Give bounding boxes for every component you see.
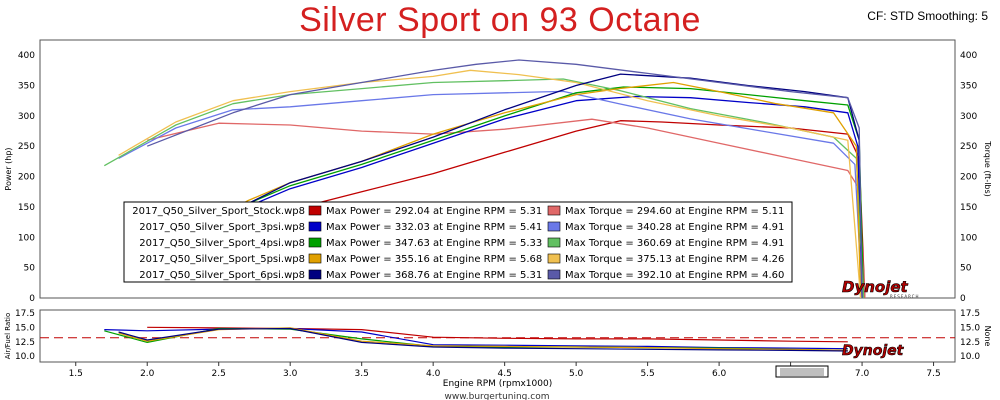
legend-file-name: 2017_Q50_Silver_Sport_6psi.wp8 (139, 270, 305, 281)
power-curve-3psi (189, 95, 863, 299)
x-tick-label: 3.5 (355, 369, 369, 379)
legend: 2017_Q50_Silver_Sport_Stock.wp8 Max Power… (123, 201, 793, 283)
legend-torque-swatch (547, 237, 561, 248)
afr-curve-5psi (118, 327, 848, 351)
x-tick-label: 4.5 (497, 369, 511, 379)
y2-tick-label: 50 (960, 264, 972, 274)
y-axis-label: Power (hp) (4, 147, 13, 190)
legend-torque-text: Max Torque = 294.60 at Engine RPM = 5.11 (565, 206, 784, 217)
power-curve-4psi (189, 86, 865, 299)
legend-power-swatch (308, 269, 322, 280)
legend-torque-swatch (547, 205, 561, 216)
footer-url: www.burgertuning.com (445, 392, 550, 400)
legend-power-text: Max Power = 368.76 at Engine RPM = 5.31 (326, 270, 542, 281)
legend-power-swatch (308, 221, 322, 232)
legend-file-name: 2017_Q50_Silver_Sport_Stock.wp8 (132, 206, 305, 217)
y2-tick-label: 0 (960, 294, 966, 304)
y-tick-label: 0 (29, 294, 35, 304)
torque-curve-6psi (146, 59, 863, 299)
legend-torque-text: Max Torque = 392.10 at Engine RPM = 4.60 (565, 270, 784, 281)
y2-tick-label: 150 (960, 203, 977, 213)
legend-torque-text: Max Torque = 340.28 at Engine RPM = 4.91 (565, 222, 784, 233)
afr-y-axis-label: Air/Fuel Ratio (4, 313, 12, 360)
legend-torque-swatch (547, 269, 561, 280)
legend-power-swatch (308, 253, 322, 264)
x-tick-label: 5.5 (640, 369, 654, 379)
legend-torque-text: Max Torque = 375.13 at Engine RPM = 4.26 (565, 254, 784, 265)
x-axis-label: Engine RPM (rpmx1000) (443, 379, 552, 389)
legend-power-text: Max Power = 347.63 at Engine RPM = 5.33 (326, 238, 542, 249)
afr-y-tick-label: 15.0 (15, 323, 35, 333)
legend-power-swatch (308, 237, 322, 248)
y-tick-label: 150 (18, 203, 35, 213)
dynojet-logo-text: Dynojet (842, 343, 905, 359)
afr-y-tick-label: 12.5 (15, 338, 35, 348)
afr-y2-tick-label: 12.5 (960, 338, 980, 348)
x-tick-label: 2.0 (140, 369, 155, 379)
legend-file-name: 2017_Q50_Silver_Sport_4psi.wp8 (139, 238, 305, 249)
legend-torque-swatch (547, 221, 561, 232)
x-tick-label: 7.5 (926, 369, 940, 379)
legend-box (123, 201, 793, 283)
afr-y-tick-label: 17.5 (15, 309, 35, 319)
x-tick-label: 7.0 (855, 369, 870, 379)
y2-tick-label: 300 (960, 112, 977, 122)
afr-y-tick-label: 10.0 (15, 352, 35, 362)
y-tick-label: 50 (24, 264, 36, 274)
legend-power-text: Max Power = 332.03 at Engine RPM = 5.41 (326, 222, 542, 233)
afr-y2-tick-label: 15.0 (960, 323, 980, 333)
afr-y2-tick-label: 10.0 (960, 352, 980, 362)
x-tick-label: 4.0 (426, 369, 441, 379)
y-tick-label: 200 (18, 173, 35, 183)
dynojet-logo-text: Dynojet (842, 278, 909, 296)
afr-panel (39, 309, 956, 363)
legend-file-name: 2017_Q50_Silver_Sport_5psi.wp8 (139, 254, 305, 265)
afr-curve-6psi (118, 327, 848, 352)
correction-settings: CF: STD Smoothing: 5 (867, 9, 988, 23)
afr-y2-axis-label: None (983, 326, 992, 347)
dynojet-logo-subtext: RESEARCH (890, 294, 920, 299)
afr-y2-tick-label: 17.5 (960, 309, 980, 319)
legend-power-text: Max Power = 355.16 at Engine RPM = 5.68 (326, 254, 542, 265)
y-tick-label: 400 (18, 51, 35, 61)
legend-power-text: Max Power = 292.04 at Engine RPM = 5.31 (326, 206, 542, 217)
scroll-thumb (775, 365, 829, 378)
y2-tick-label: 250 (960, 142, 977, 152)
torque-curve-stock (147, 118, 866, 299)
y-tick-label: 100 (18, 233, 35, 243)
y2-tick-label: 350 (960, 82, 977, 92)
afr-curve-3psi (104, 327, 848, 350)
y2-tick-label: 400 (960, 51, 977, 61)
legend-file-name: 2017_Q50_Silver_Sport_3psi.wp8 (139, 222, 305, 233)
x-tick-label: 5.0 (569, 369, 584, 379)
y-tick-label: 250 (18, 142, 35, 152)
y2-axis-label: Torque (ft-lbs) (983, 140, 992, 197)
y-tick-label: 350 (18, 82, 35, 92)
x-tick-label: 3.0 (283, 369, 298, 379)
x-tick-label: 6.0 (712, 369, 727, 379)
x-tick-label: 1.5 (69, 369, 83, 379)
y2-tick-label: 200 (960, 173, 977, 183)
torque-curve-5psi (118, 69, 862, 299)
x-tick-label: 2.5 (212, 369, 226, 379)
y-tick-label: 300 (18, 112, 35, 122)
y2-tick-label: 100 (960, 233, 977, 243)
chart-title: Silver Sport on 93 Octane (299, 1, 701, 39)
legend-torque-swatch (547, 253, 561, 264)
series-layer (40, 59, 955, 352)
legend-power-swatch (308, 205, 322, 216)
legend-torque-text: Max Torque = 360.69 at Engine RPM = 4.91 (565, 238, 784, 249)
